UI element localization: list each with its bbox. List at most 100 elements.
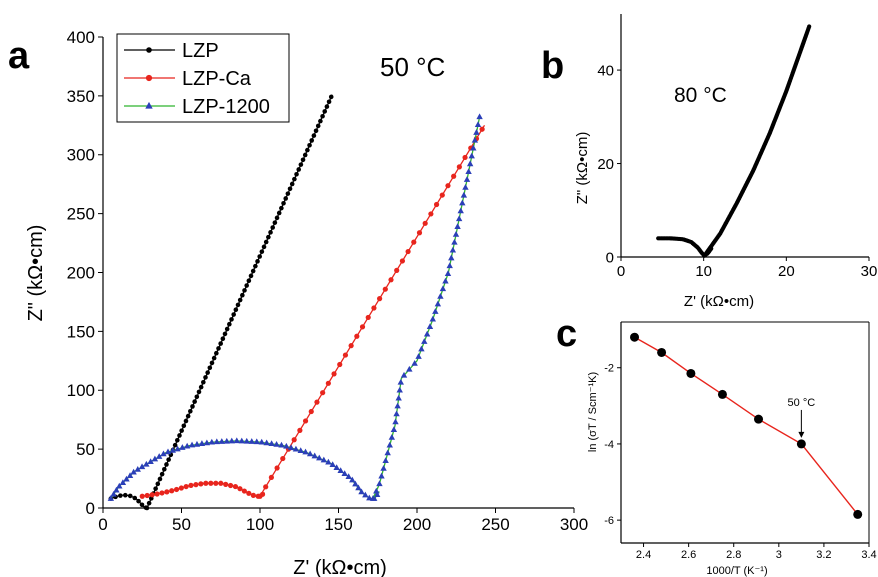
data-point-lzp-1200 xyxy=(470,144,477,151)
data-point xyxy=(686,368,696,378)
data-point-lzp xyxy=(322,109,328,114)
data-point-lzp xyxy=(157,476,163,482)
data-point-lzp xyxy=(287,186,293,192)
data-point-lzp-ca xyxy=(314,399,320,405)
y-tick-label: 200 xyxy=(67,263,95,282)
data-point-lzp xyxy=(274,215,280,221)
data-point-lzp xyxy=(181,423,187,429)
data-point-lzp-1200 xyxy=(341,470,348,477)
data-point-lzp xyxy=(201,379,206,385)
data-point-lzp-1200 xyxy=(446,262,453,269)
y-tick-label: -2 xyxy=(604,363,614,375)
data-point-lzp-1200 xyxy=(188,441,196,448)
data-point-lzp xyxy=(302,152,308,158)
data-point-lzp-ca xyxy=(139,493,145,499)
data-point-lzp-1200 xyxy=(238,437,245,444)
data-point-lzp-ca xyxy=(302,418,309,424)
data-point-lzp-1200 xyxy=(352,480,359,487)
data-point-lzp xyxy=(261,244,267,250)
data-point-lzp-ca xyxy=(479,126,485,132)
data-point-lzp xyxy=(162,467,167,472)
data-point-lzp xyxy=(315,123,321,129)
data-point-lzp-1200 xyxy=(429,315,437,322)
data-point-lzp xyxy=(224,326,230,332)
data-point-lzp-1200 xyxy=(183,442,191,449)
data-point xyxy=(796,439,806,449)
data-point-lzp-ca xyxy=(365,314,371,321)
data-point-lzp-1200 xyxy=(455,215,463,222)
data-point-lzp-ca xyxy=(173,486,180,493)
data-point-lzp-1200 xyxy=(434,300,442,307)
data-point-lzp-1200 xyxy=(273,441,280,447)
panel-a: a 50 °C 0 50 100 150 200 250 300 0 50 100 150 200 25… xyxy=(8,28,588,577)
data-point-lzp-1200 xyxy=(474,121,482,127)
data-point-lzp-1200 xyxy=(130,468,137,475)
data-point-lzp-1200 xyxy=(473,129,480,135)
data-point-lzp-ca xyxy=(354,333,360,339)
series-line xyxy=(703,25,811,256)
data-point-lzp xyxy=(198,384,204,390)
data-point-lzp xyxy=(220,336,226,342)
data-point-lzp xyxy=(237,297,243,303)
data-point-lzp-ca xyxy=(227,482,234,489)
x-tick-label: 2.6 xyxy=(681,549,696,561)
data-point-lzp-ca xyxy=(208,480,214,486)
data-point-lzp xyxy=(324,104,330,109)
data-point-lzp-1200 xyxy=(369,495,377,501)
y-tick-label: 40 xyxy=(597,62,614,79)
data-point-lzp-1200 xyxy=(432,308,439,314)
data-point-lzp-ca xyxy=(399,258,406,264)
data-point-lzp-ca xyxy=(456,164,462,170)
x-tick-label: 250 xyxy=(481,515,509,534)
data-point xyxy=(807,24,812,29)
x-tick-label: 150 xyxy=(324,515,352,534)
data-point-lzp-ca xyxy=(257,493,263,499)
data-point-lzp-ca xyxy=(433,201,440,208)
data-point-lzp-ca xyxy=(213,480,219,486)
data-point-lzp-ca xyxy=(280,455,286,462)
data-point-lzp-1200 xyxy=(362,491,369,498)
data-point-lzp xyxy=(231,312,236,317)
data-point-lzp-1200 xyxy=(471,136,479,143)
data-point-lzp-1200 xyxy=(147,458,154,465)
data-point-lzp-1200 xyxy=(155,453,163,459)
data-point-lzp-1200 xyxy=(325,458,332,465)
data-point-lzp-1200 xyxy=(411,359,418,366)
data-point-lzp xyxy=(166,457,171,462)
data-point-lzp-1200 xyxy=(406,365,413,372)
data-point-lzp xyxy=(175,437,180,443)
legend-marker xyxy=(145,74,153,82)
legend-label: LZP xyxy=(182,40,219,62)
data-point-lzp-ca xyxy=(320,390,326,396)
data-point-lzp-1200 xyxy=(333,464,340,471)
data-point-lzp-1200 xyxy=(400,371,408,378)
data-point-lzp-1200 xyxy=(390,426,398,433)
data-point-lzp-ca xyxy=(377,296,383,302)
data-point-lzp xyxy=(196,389,202,395)
data-point-lzp-1200 xyxy=(306,450,314,457)
data-point-lzp xyxy=(270,225,275,230)
data-point-lzp-ca xyxy=(188,482,194,488)
x-tick-label: 2.4 xyxy=(636,549,651,561)
series-line xyxy=(634,336,859,515)
data-point-lzp xyxy=(311,133,317,138)
panel-letter-a: a xyxy=(8,35,30,77)
series-line-lzp-1200 xyxy=(372,115,481,499)
x-tick-label: 2.8 xyxy=(726,549,741,561)
y-tick-label: 250 xyxy=(67,205,95,224)
data-point-lzp xyxy=(177,433,182,438)
data-point-lzp-ca xyxy=(291,437,297,443)
data-point-lzp-1200 xyxy=(218,438,225,444)
x-tick-label: 100 xyxy=(246,515,274,534)
data-point-lzp xyxy=(190,404,195,409)
data-point-lzp-1200 xyxy=(421,338,428,344)
data-point-lzp xyxy=(194,394,200,400)
data-point-lzp-1200 xyxy=(380,464,387,471)
data-point-lzp xyxy=(155,481,161,487)
data-point-lzp-1200 xyxy=(437,292,444,299)
data-point-lzp xyxy=(185,413,191,419)
data-point-lzp xyxy=(227,321,232,327)
panel-b: b 80 °C 0 10 20 30 0 20 40 Z' (kΩ•cm) Z" (kΩ•c… xyxy=(541,14,877,310)
data-point-lzp-1200 xyxy=(268,440,275,447)
x-tick-label: 10 xyxy=(695,263,712,280)
